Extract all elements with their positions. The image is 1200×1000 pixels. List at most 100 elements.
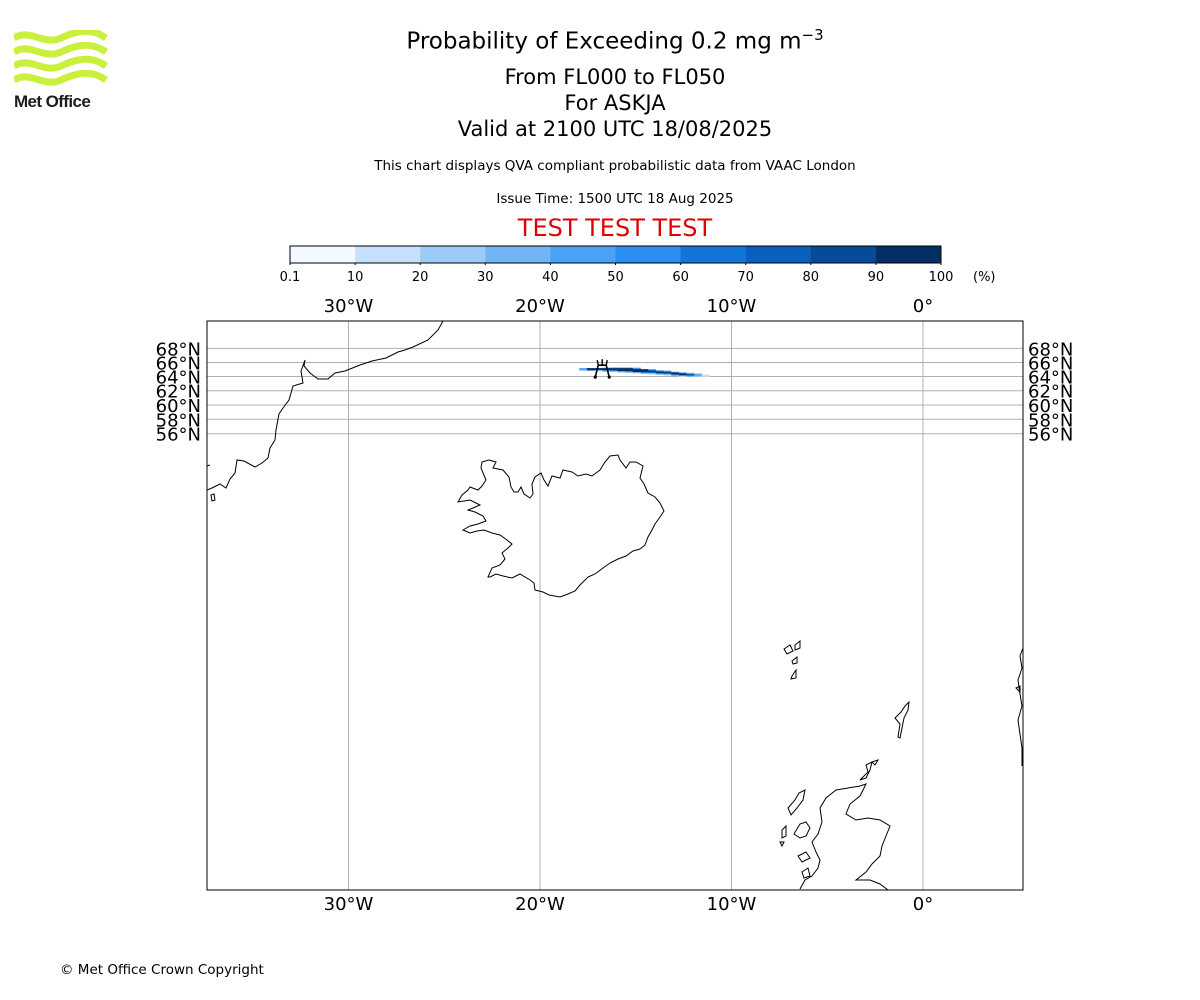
colorbar-tick-label: 80 — [802, 270, 820, 285]
plume-cell — [586, 368, 595, 370]
plume-cell — [594, 368, 603, 370]
colorbar-tick-label: 40 — [542, 270, 559, 285]
coastline-hebrides — [787, 789, 806, 816]
coastline-iceland — [457, 454, 665, 598]
colorbar-tick-label: 50 — [607, 270, 624, 285]
plume-cell — [655, 371, 664, 373]
lat-label-right: 66°N — [1028, 353, 1073, 374]
plume-cell — [594, 369, 603, 371]
lat-label-left: 66°N — [156, 353, 201, 374]
plume-cell — [671, 371, 680, 373]
plume-cell — [663, 373, 672, 375]
colorbar-tick-label: 30 — [477, 270, 494, 285]
chart-title: Probability of Exceeding 0.2 mg m−3 — [406, 26, 824, 55]
plume-cell — [648, 369, 657, 371]
coastline-norway-islet — [1015, 685, 1021, 694]
colorbar-segment — [355, 246, 421, 263]
colorbar-tick-label: 70 — [737, 270, 754, 285]
plume-cell — [617, 368, 626, 370]
colorbar-segment — [550, 246, 616, 263]
met-office-logo: Met Office — [12, 27, 109, 112]
plume-cell — [701, 374, 710, 376]
plume-cell — [663, 374, 672, 376]
plume-cell — [640, 372, 649, 374]
colorbar-tick-label: 10 — [346, 270, 364, 285]
plume-cell — [701, 375, 710, 377]
plume-cell — [648, 373, 657, 375]
colorbar-segment — [875, 246, 942, 263]
plume-cell — [648, 371, 657, 373]
colorbar-segment — [290, 246, 356, 263]
met-office-logo-icon — [12, 27, 109, 86]
plume-cell — [694, 373, 703, 375]
lat-label-left: 60°N — [156, 396, 201, 417]
plume-cell — [632, 369, 641, 371]
plume-cell — [625, 371, 634, 373]
colorbar-segment — [810, 246, 877, 263]
coastline-hebrides — [781, 824, 787, 839]
lat-label-right: 60°N — [1028, 396, 1073, 417]
colorbar-segment — [615, 246, 682, 263]
plume-cell — [686, 372, 695, 374]
colorbar-segment — [420, 246, 486, 263]
plume-cell — [586, 369, 595, 371]
plume-cell — [632, 368, 641, 370]
plume-cell — [694, 374, 703, 376]
colorbar-segment — [680, 246, 747, 263]
plume-cell — [609, 367, 618, 369]
plume-cell — [632, 367, 641, 369]
plume-cell — [678, 375, 687, 377]
volcano-marker-icon — [593, 359, 611, 379]
coastline-shetland — [894, 700, 910, 739]
met-office-logo-text: Met Office — [14, 92, 91, 111]
plume-cell — [694, 375, 703, 377]
coastline-faroes — [783, 644, 794, 655]
plume-cell — [594, 370, 603, 372]
plume-cell — [640, 370, 649, 372]
graticule — [207, 321, 1023, 890]
copyright: © Met Office Crown Copyright — [60, 962, 264, 978]
coastline-greenland — [207, 321, 444, 491]
lon-label-top: 20°W — [515, 296, 565, 317]
coastline-islay — [801, 867, 811, 879]
plume-cell — [625, 367, 634, 369]
plume-cell — [671, 373, 680, 375]
lat-label-right: 58°N — [1028, 410, 1073, 431]
coastline-orkney — [859, 761, 873, 781]
plume-cell — [678, 372, 687, 374]
plume-cell — [632, 371, 641, 373]
plume-cell — [632, 370, 641, 372]
plume-cell — [671, 372, 680, 374]
colorbar-tick-label: 60 — [672, 270, 689, 285]
plume-cell — [678, 374, 687, 376]
plume-cell — [640, 371, 649, 373]
lon-label-bottom: 0° — [913, 894, 933, 915]
coastline-faroes — [790, 668, 797, 680]
plume-cell — [640, 369, 649, 371]
coastline-hebrides — [779, 841, 785, 848]
lat-label-left: 56°N — [156, 425, 201, 446]
plume-cell — [579, 368, 588, 370]
plume-cell — [686, 373, 695, 375]
lon-label-top: 10°W — [707, 296, 757, 317]
map-frame — [206, 320, 1024, 891]
coastline-scotland — [799, 783, 891, 890]
plume-cell — [632, 372, 641, 374]
lat-label-left: 68°N — [156, 339, 201, 360]
plume-cell — [579, 369, 588, 371]
plume-cell — [602, 369, 611, 371]
plume-cell — [602, 370, 611, 372]
plume-cell — [625, 370, 634, 372]
plume-cell — [609, 368, 618, 370]
lat-label-left: 58°N — [156, 410, 201, 431]
qva-note: This chart displays QVA compliant probab… — [374, 158, 856, 174]
coastline-greenland-islet — [210, 493, 216, 502]
flight-level-range: From FL000 to FL050 — [504, 65, 726, 89]
coastline-faroes — [791, 655, 798, 665]
plume-cell — [609, 370, 618, 372]
lat-label-right: 64°N — [1028, 368, 1073, 389]
colorbar — [289, 245, 942, 265]
plume-cell — [663, 371, 672, 373]
plume-cell — [655, 373, 664, 375]
